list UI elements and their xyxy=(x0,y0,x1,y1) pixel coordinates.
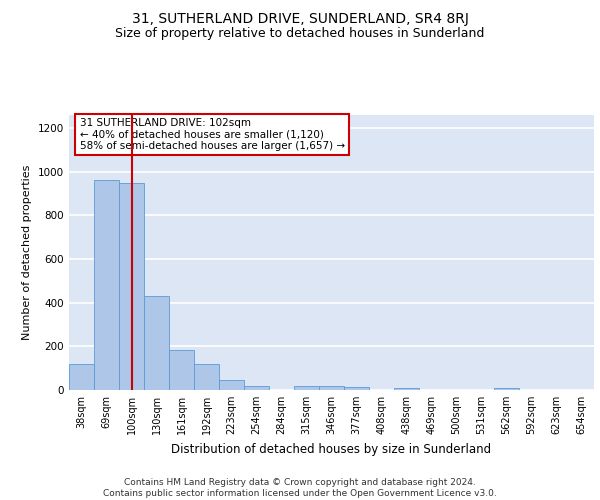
Bar xyxy=(319,386,344,390)
Bar xyxy=(219,380,244,390)
Bar xyxy=(119,182,144,390)
Bar xyxy=(394,388,419,390)
Y-axis label: Number of detached properties: Number of detached properties xyxy=(22,165,32,340)
Bar xyxy=(344,388,369,390)
Bar xyxy=(494,388,519,390)
X-axis label: Distribution of detached houses by size in Sunderland: Distribution of detached houses by size … xyxy=(172,442,491,456)
Text: Size of property relative to detached houses in Sunderland: Size of property relative to detached ho… xyxy=(115,28,485,40)
Bar xyxy=(194,364,219,390)
Bar xyxy=(69,364,94,390)
Text: 31, SUTHERLAND DRIVE, SUNDERLAND, SR4 8RJ: 31, SUTHERLAND DRIVE, SUNDERLAND, SR4 8R… xyxy=(131,12,469,26)
Bar xyxy=(144,296,169,390)
Bar xyxy=(94,180,119,390)
Bar xyxy=(244,386,269,390)
Text: Contains HM Land Registry data © Crown copyright and database right 2024.
Contai: Contains HM Land Registry data © Crown c… xyxy=(103,478,497,498)
Bar xyxy=(169,350,194,390)
Text: 31 SUTHERLAND DRIVE: 102sqm
← 40% of detached houses are smaller (1,120)
58% of : 31 SUTHERLAND DRIVE: 102sqm ← 40% of det… xyxy=(79,118,344,151)
Bar xyxy=(294,386,319,390)
